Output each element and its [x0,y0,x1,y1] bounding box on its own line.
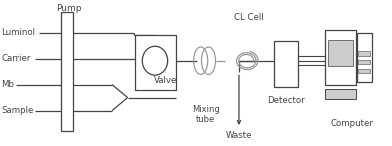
Text: Luminol: Luminol [1,28,35,37]
Text: Waste: Waste [226,131,252,140]
Bar [136,35,176,90]
Text: Valve: Valve [154,76,178,85]
Text: CL Cell: CL Cell [234,13,263,22]
Text: Sample: Sample [1,106,33,115]
Text: Computer: Computer [331,119,374,128]
Text: Pump: Pump [56,4,82,13]
Bar [359,60,370,64]
Bar [359,69,370,73]
Bar [325,89,356,99]
Text: Mixing
tube: Mixing tube [192,105,220,124]
Bar [274,41,298,87]
Bar [359,51,370,56]
Ellipse shape [142,46,168,75]
Bar [357,33,372,82]
Text: Detector: Detector [267,96,305,105]
Bar [325,30,356,85]
Bar [328,40,353,66]
Text: Carrier: Carrier [1,54,31,63]
Bar [61,12,73,131]
Text: Mb: Mb [1,80,14,89]
